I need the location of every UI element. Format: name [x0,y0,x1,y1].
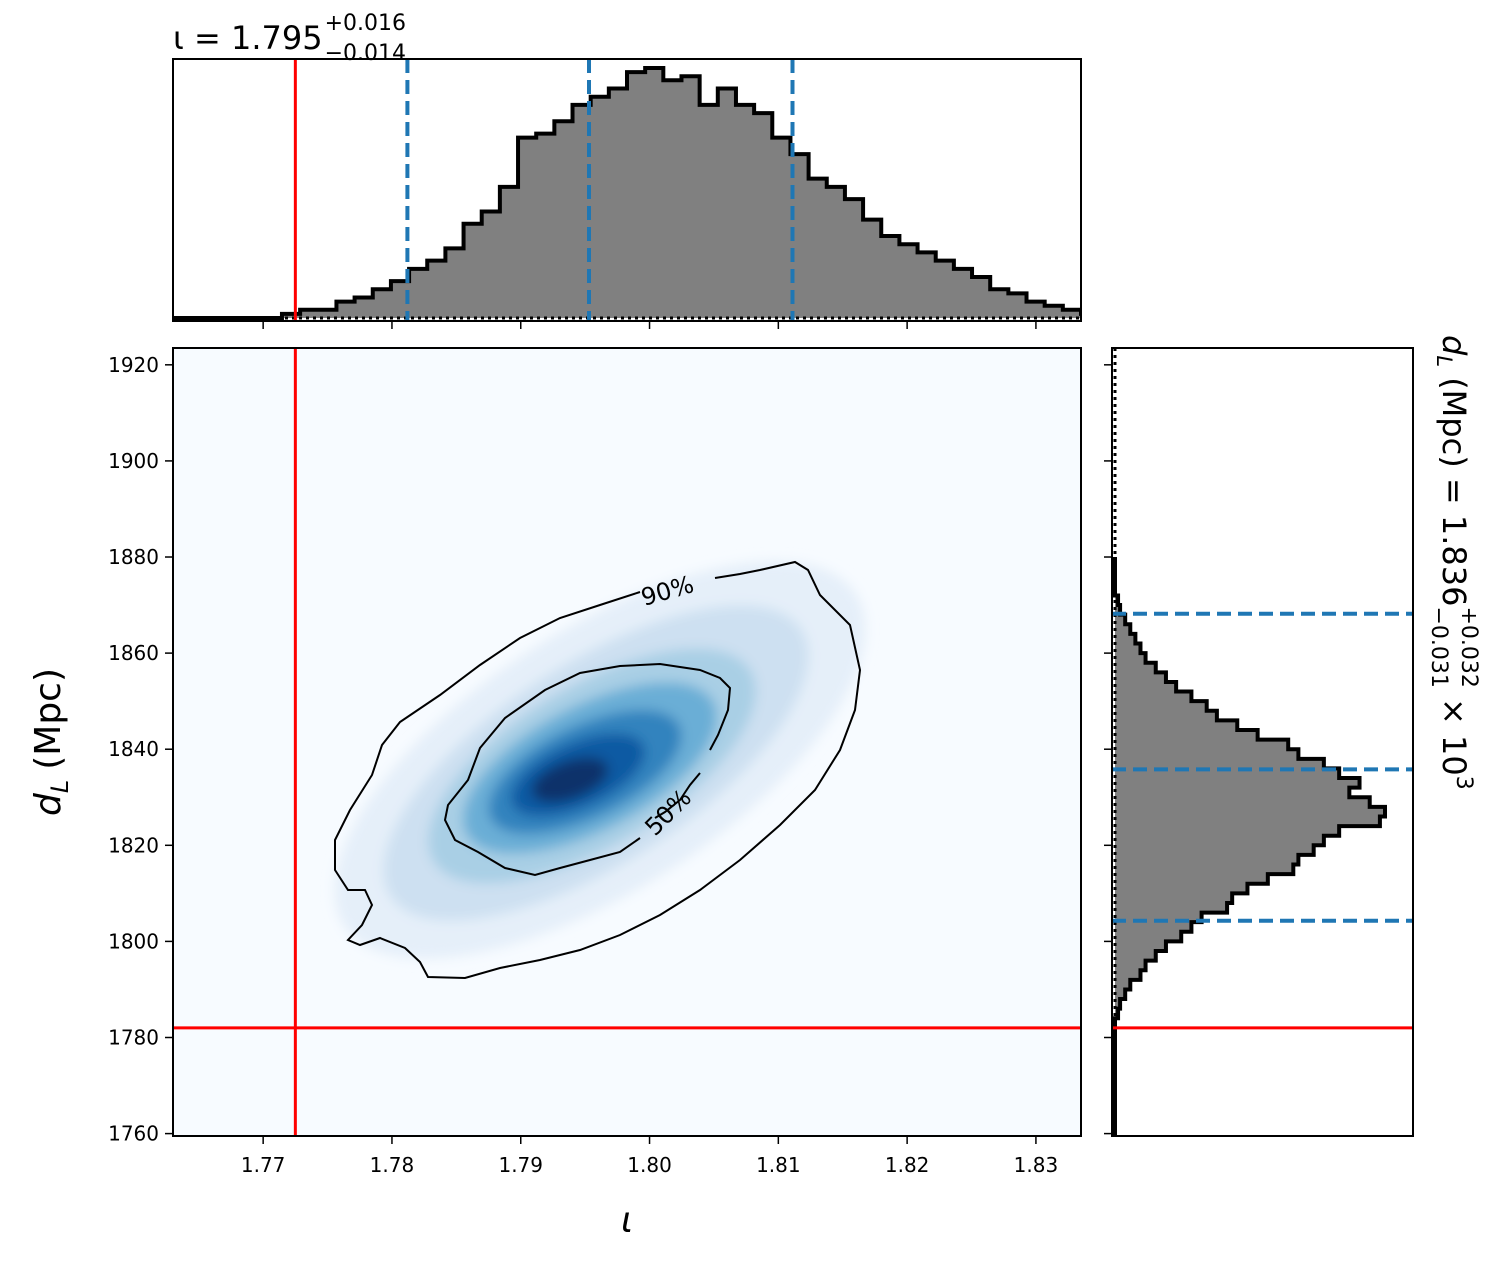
y-histogram-fill [1115,557,1385,1136]
x-histogram-fill [173,68,1081,318]
x-quantile-lines [405,59,795,321]
x-tick-label: 1.82 [885,1153,930,1177]
y-title-mid: (Mpc) = 1.836 [1435,367,1473,606]
y-histogram-edge [1113,557,1387,1136]
x-summary-title: ι = 1.795+0.016 −0.014 [173,11,406,66]
joint-panel: 90% 50% 1.77 1.78 1.79 1.80 1.81 1.82 1.83 176… [28,347,1082,1241]
y-summary-title: dL (Mpc) = 1.836+0.032−0.031 × 103 [1426,335,1481,790]
x-title-prefix: ι = 1.795 [173,19,323,57]
joint-panel-frame [172,347,1082,1137]
x-tick-label: 1.81 [756,1153,801,1177]
y-tick-label: 1800 [108,929,159,953]
x-histogram-edge [173,66,1081,320]
y-axis-label: dL (Mpc) [28,668,74,816]
y-tick-label: 1820 [108,833,159,857]
y-title-sup: +0.032 [1456,606,1481,687]
top-panel-ticks [262,321,1037,329]
x-title-sup: +0.016 [325,11,406,36]
y-tick-label: 1780 [108,1026,159,1050]
y-axis-subscript: L [46,780,74,793]
y-title-exponent: 3 [1451,776,1476,790]
density-heatmap [334,561,866,959]
y-axis-symbol: d [28,792,69,816]
right-marginal-panel: dL (Mpc) = 1.836+0.032−0.031 × 103 [1104,335,1481,1137]
x-tick-label: 1.77 [241,1153,286,1177]
x-title-sub: −0.014 [325,41,406,66]
y-axis-unit: (Mpc) [28,668,69,770]
y-title-symbol-sub: L [1432,355,1456,367]
y-quantile-lines [1112,611,1413,923]
y-tick-label: 1840 [108,737,159,761]
y-title-symbol: d [1435,335,1473,356]
x-tick-label: 1.80 [627,1153,672,1177]
top-marginal-panel: ι = 1.795+0.016 −0.014 [172,11,1082,329]
y-axis-ticks: 1760 1780 1800 1820 1840 1860 1880 1900 1920 [108,353,173,1146]
y-title-sub: −0.031 [1426,606,1451,687]
contour-50 [443,662,732,877]
contour-90 [334,560,862,980]
top-panel-frame [172,58,1082,322]
x-axis-label: ι [621,1200,633,1241]
y-tick-label: 1760 [108,1122,159,1146]
x-tick-label: 1.78 [370,1153,415,1177]
y-title-suffix: × 10 [1435,688,1473,776]
right-panel-frame [1111,347,1414,1137]
y-tick-label: 1880 [108,545,159,569]
y-tick-label: 1920 [108,353,159,377]
y-tick-label: 1900 [108,449,159,473]
x-tick-label: 1.83 [1014,1153,1059,1177]
x-axis-ticks: 1.77 1.78 1.79 1.80 1.81 1.82 1.83 [241,1136,1058,1177]
density-level-7 [531,757,609,803]
y-tick-label: 1860 [108,641,159,665]
right-panel-ticks [1104,364,1112,1135]
x-tick-label: 1.79 [498,1153,543,1177]
